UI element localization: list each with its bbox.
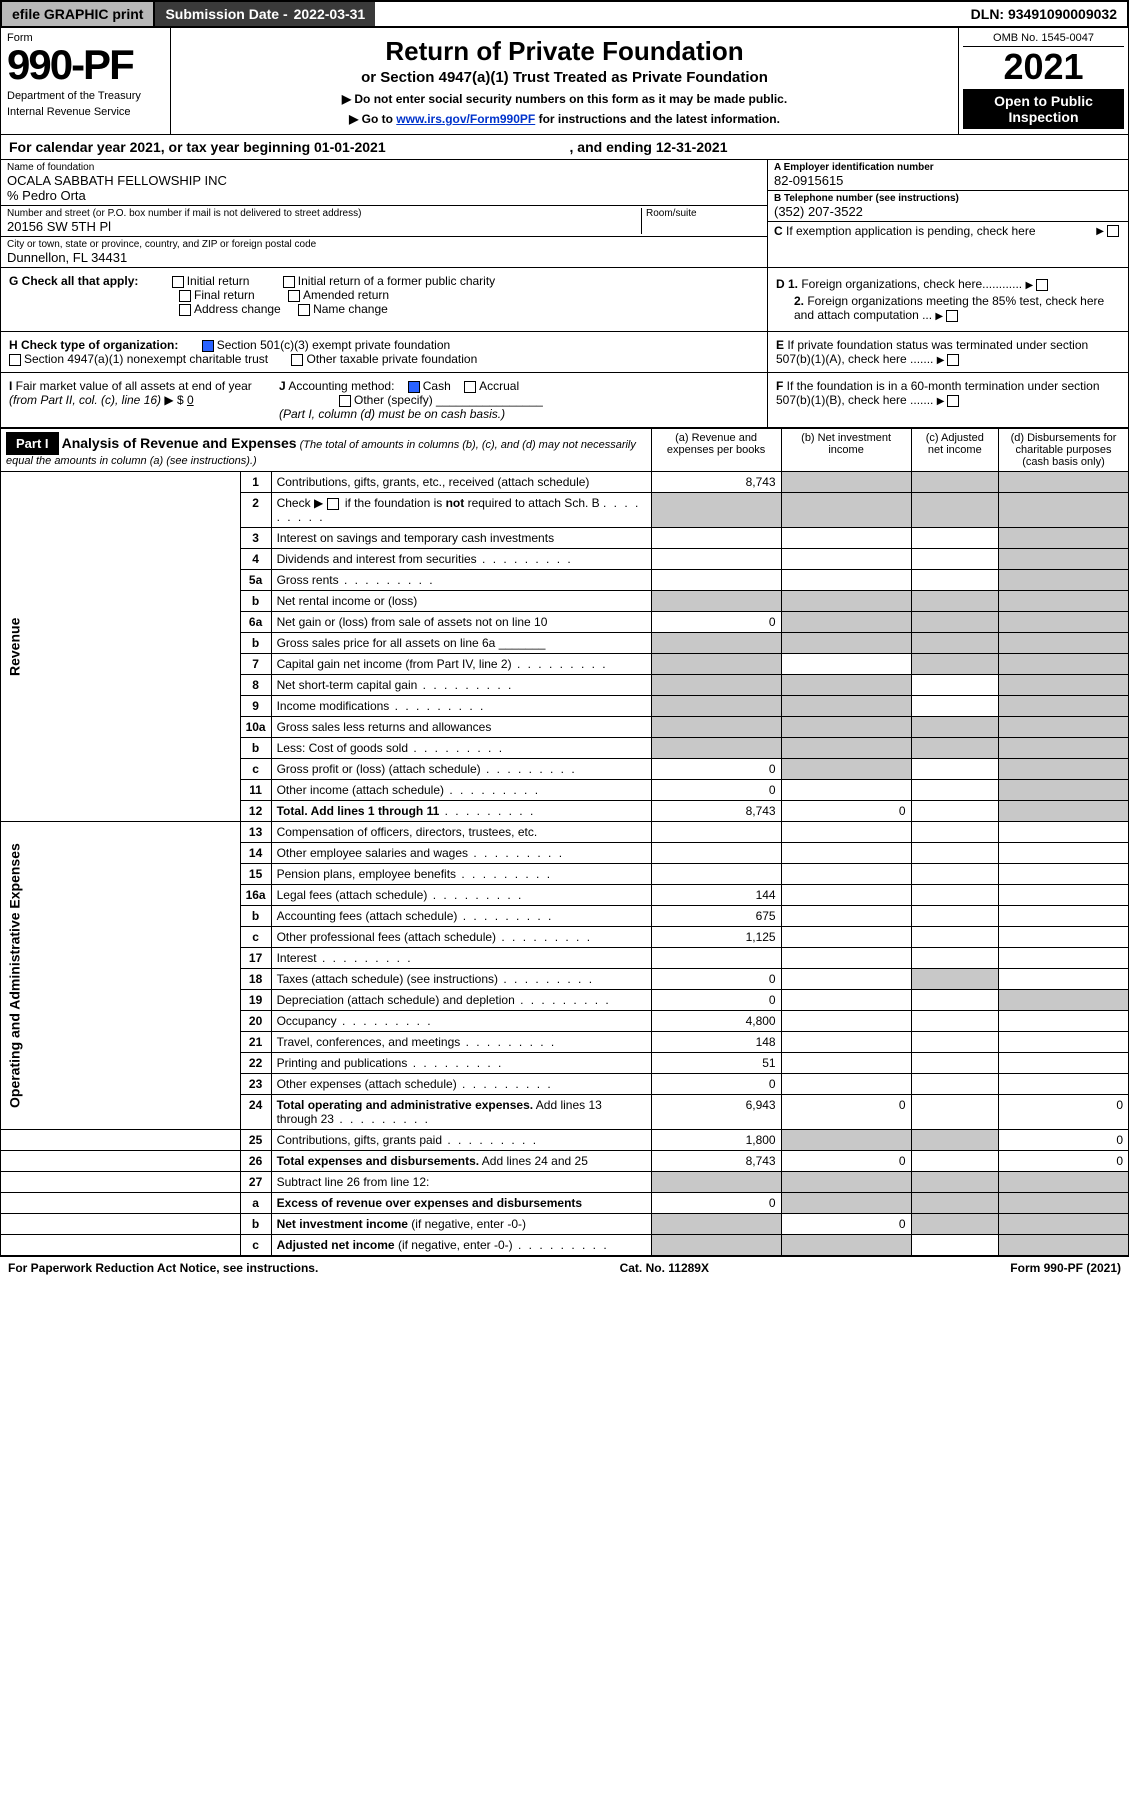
- part1-header: Part I: [6, 432, 59, 455]
- top-bar: efile GRAPHIC print Submission Date - 20…: [0, 0, 1129, 28]
- link-note: ▶ Go to www.irs.gov/Form990PF for instru…: [181, 112, 948, 126]
- ein-label: A Employer identification number: [774, 162, 1122, 173]
- h-other-checkbox[interactable]: [291, 354, 303, 366]
- open-inspection: Open to Public Inspection: [963, 89, 1124, 129]
- g-initial-former-checkbox[interactable]: [283, 276, 295, 288]
- f-text: F If the foundation is in a 60-month ter…: [776, 379, 1120, 407]
- form-header: Form 990-PF Department of the Treasury I…: [0, 28, 1129, 135]
- section-g: G Check all that apply: Initial return I…: [0, 268, 1129, 332]
- addr-label: Number and street (or P.O. box number if…: [7, 208, 641, 219]
- street-address: 20156 SW 5TH Pl: [7, 219, 641, 234]
- f-checkbox[interactable]: [947, 395, 959, 407]
- ssn-note: ▶ Do not enter social security numbers o…: [181, 92, 948, 106]
- submission-value: 2022-03-31: [294, 6, 366, 22]
- form-title: Return of Private Foundation: [181, 36, 948, 67]
- j-cash-checkbox[interactable]: [408, 381, 420, 393]
- c-checkbox[interactable]: [1107, 225, 1119, 237]
- e-text: E If private foundation status was termi…: [776, 338, 1120, 366]
- submission-label: Submission Date -: [165, 6, 287, 22]
- col-a-header: (a) Revenue and expenses per books: [651, 429, 781, 472]
- city-label: City or town, state or province, country…: [7, 239, 761, 250]
- foundation-name: OCALA SABBATH FELLOWSHIP INC: [7, 173, 761, 188]
- ein: 82-0915615: [774, 173, 1122, 188]
- g-name-checkbox[interactable]: [298, 304, 310, 316]
- h-4947-checkbox[interactable]: [9, 354, 21, 366]
- h-501c3-checkbox[interactable]: [202, 340, 214, 352]
- efile-print-button[interactable]: efile GRAPHIC print: [2, 2, 155, 26]
- omb-number: OMB No. 1545-0047: [963, 32, 1124, 47]
- d2-checkbox[interactable]: [946, 310, 958, 322]
- g-final-checkbox[interactable]: [179, 290, 191, 302]
- g-amended-checkbox[interactable]: [288, 290, 300, 302]
- irs-label: Internal Revenue Service: [7, 106, 164, 118]
- tax-year: 2021: [963, 47, 1124, 87]
- d1-checkbox[interactable]: [1036, 279, 1048, 291]
- care-of: % Pedro Orta: [7, 188, 761, 203]
- col-b-header: (b) Net investment income: [781, 429, 911, 472]
- schb-checkbox[interactable]: [327, 498, 339, 510]
- j-accrual-checkbox[interactable]: [464, 381, 476, 393]
- fmv-value: 0: [187, 393, 194, 407]
- col-c-header: (c) Adjusted net income: [911, 429, 998, 472]
- exemption-pending: C If exemption application is pending, c…: [774, 224, 1096, 238]
- name-label: Name of foundation: [7, 162, 761, 173]
- city-state-zip: Dunnellon, FL 34431: [7, 250, 761, 265]
- footer: For Paperwork Reduction Act Notice, see …: [0, 1256, 1129, 1279]
- cat-no: Cat. No. 11289X: [620, 1261, 709, 1275]
- dept-treasury: Department of the Treasury: [7, 90, 164, 102]
- paperwork-notice: For Paperwork Reduction Act Notice, see …: [8, 1261, 318, 1275]
- identity-block: Name of foundation OCALA SABBATH FELLOWS…: [0, 160, 1129, 268]
- phone: (352) 207-3522: [774, 204, 1122, 219]
- g-address-checkbox[interactable]: [179, 304, 191, 316]
- form-number: 990-PF: [7, 44, 164, 86]
- room-label: Room/suite: [646, 208, 761, 219]
- phone-label: B Telephone number (see instructions): [774, 193, 1122, 204]
- j-other-checkbox[interactable]: [339, 395, 351, 407]
- e-checkbox[interactable]: [947, 354, 959, 366]
- dln: DLN: 93491090009032: [961, 2, 1127, 26]
- calendar-year-row: For calendar year 2021, or tax year begi…: [0, 135, 1129, 160]
- col-d-header: (d) Disbursements for charitable purpose…: [999, 429, 1129, 472]
- expenses-sidebar: Operating and Administrative Expenses: [1, 822, 241, 1130]
- submission-date: Submission Date - 2022-03-31: [155, 2, 375, 26]
- revenue-sidebar: Revenue: [1, 472, 241, 822]
- section-h: H Check type of organization: Section 50…: [0, 332, 1129, 373]
- part1-table: Part I Analysis of Revenue and Expenses …: [0, 428, 1129, 1256]
- irs-link[interactable]: www.irs.gov/Form990PF: [396, 112, 535, 126]
- form-subtitle: or Section 4947(a)(1) Trust Treated as P…: [181, 69, 948, 86]
- g-initial-checkbox[interactable]: [172, 276, 184, 288]
- section-ij: I Fair market value of all assets at end…: [0, 373, 1129, 428]
- form-ref: Form 990-PF (2021): [1010, 1261, 1121, 1275]
